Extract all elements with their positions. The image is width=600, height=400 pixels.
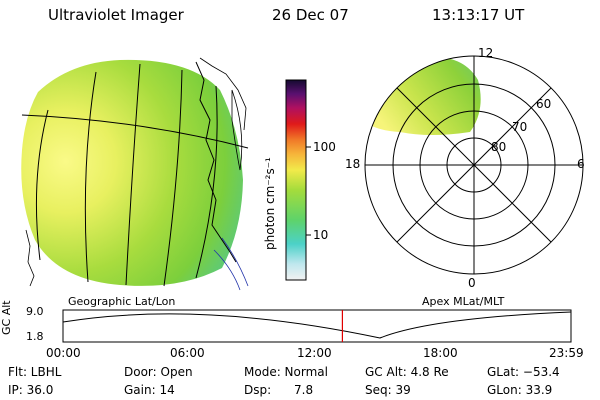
mlt-label-12: 12	[478, 46, 494, 60]
status-ip: IP: 36.0	[8, 383, 54, 397]
timeline-xtick-1800: 18:00	[423, 346, 458, 360]
timeline-xtick-0000: 00:00	[46, 346, 81, 360]
colorbar-tick-10: 10	[313, 228, 329, 242]
status-gc-alt: GC Alt: 4.8 Re	[365, 365, 449, 379]
status-mode: Mode: Normal	[244, 365, 328, 379]
status-glat: GLat: −53.4	[487, 365, 560, 379]
timeline-plot	[62, 309, 572, 343]
instrument-title: Ultraviolet Imager	[48, 6, 184, 24]
timeline-ylabel: GC Alt	[0, 300, 13, 335]
timeline-xtick-2359: 23:59	[549, 346, 584, 360]
timeline-ytick-bottom: 1.8	[26, 330, 44, 343]
colorbar-tick-100: 100	[313, 140, 336, 154]
timeline-xtick-0600: 06:00	[170, 346, 205, 360]
polar-plot	[364, 55, 584, 275]
mlt-label-0: 0	[468, 276, 476, 290]
globe-image	[21, 57, 249, 291]
mlat-label-80: 80	[491, 140, 507, 154]
status-glon: GLon: 33.9	[487, 383, 553, 397]
polar-caption: Apex MLat/MLT	[422, 295, 505, 308]
status-door: Door: Open	[124, 365, 193, 379]
mlat-label-60: 60	[536, 97, 552, 111]
status-seq: Seq: 39	[365, 383, 411, 397]
globe-caption: Geographic Lat/Lon	[68, 295, 176, 308]
status-flt: Flt: LBHL	[8, 365, 62, 379]
time-label: 13:13:17 UT	[432, 6, 525, 24]
timeline-xtick-1200: 12:00	[297, 346, 332, 360]
colorbar	[285, 79, 311, 281]
timeline-ytick-top: 9.0	[26, 305, 44, 318]
status-dsp: Dsp: 7.8	[244, 383, 314, 397]
mlt-label-6: 6	[577, 157, 585, 171]
date-label: 26 Dec 07	[272, 6, 349, 24]
status-gain: Gain: 14	[124, 383, 175, 397]
mlt-label-18: 18	[345, 157, 361, 171]
colorbar-unit-label: photon cm⁻²s⁻¹	[263, 157, 277, 250]
mlat-label-70: 70	[512, 120, 528, 134]
